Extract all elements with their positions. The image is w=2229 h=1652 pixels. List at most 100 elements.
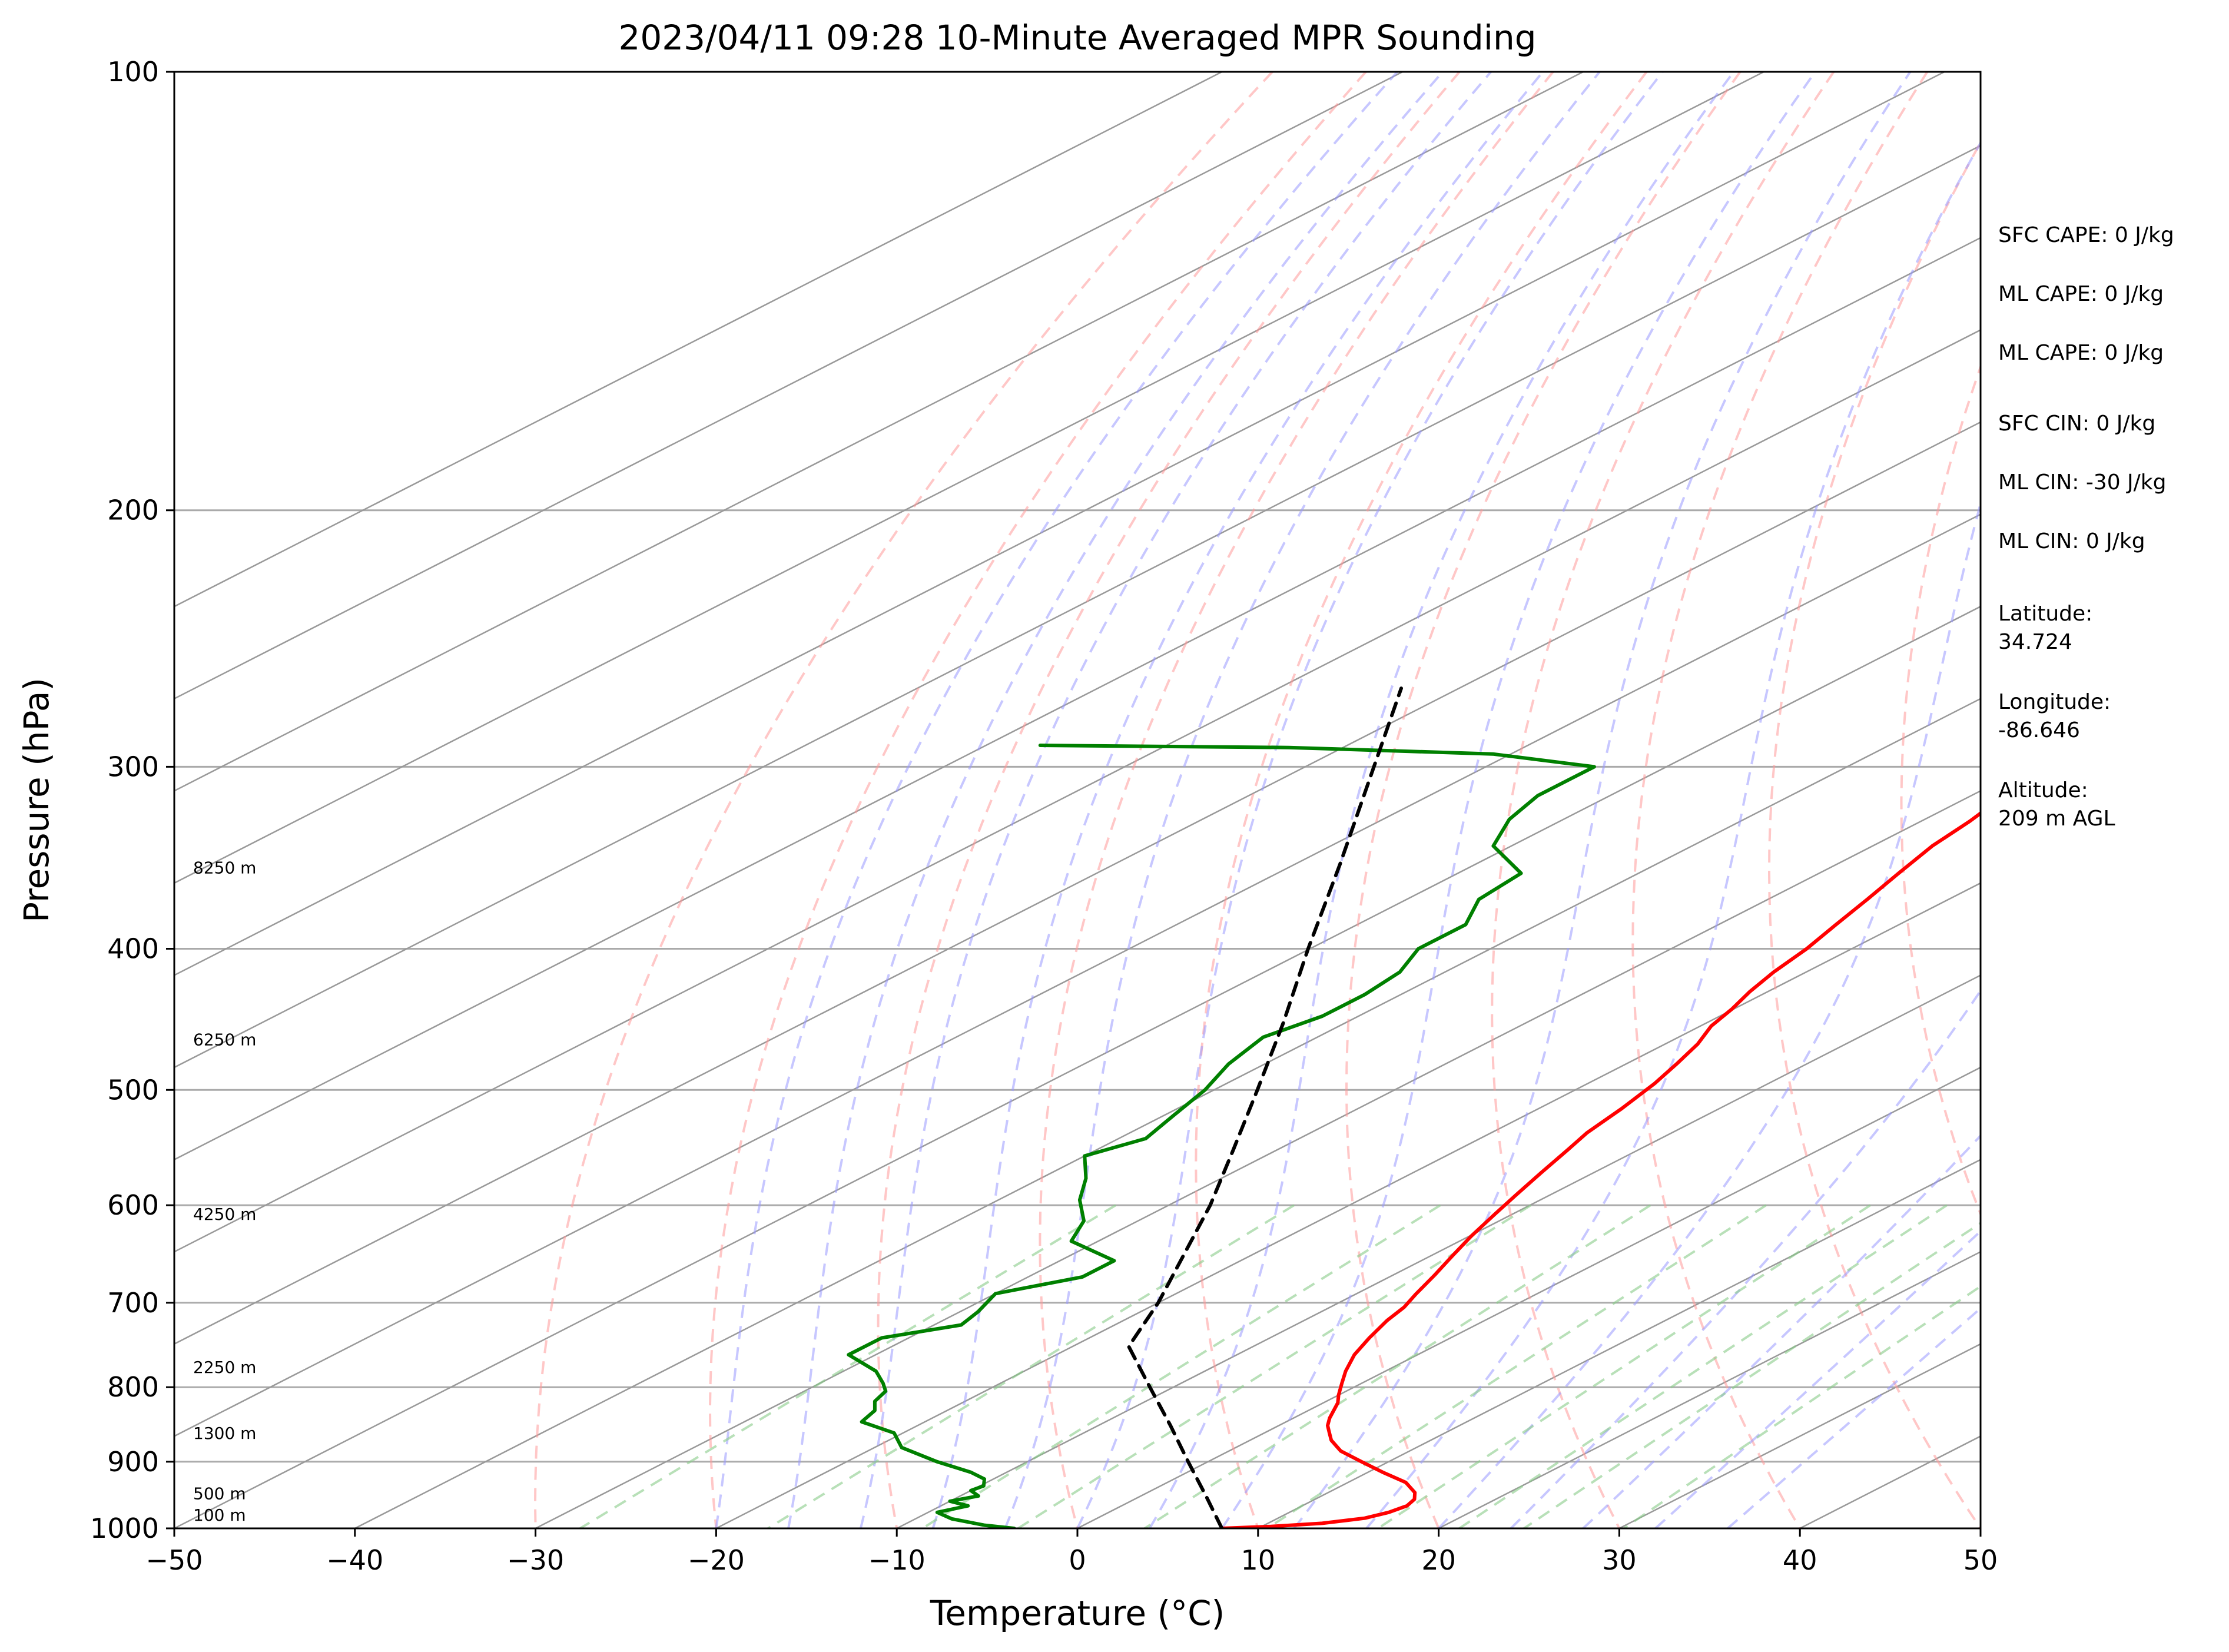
dry-adiabats: [533, 72, 1981, 1528]
isotherm-line: [535, 789, 1981, 1528]
x-tick-label: 10: [1241, 1544, 1276, 1576]
moist-adiabat-line: [1582, 1134, 1981, 1528]
altitude-label: 500 m: [193, 1484, 246, 1504]
isotherm-line: [174, 144, 1981, 1069]
info-panel-line: 34.724: [1998, 630, 2072, 654]
isotherm-line: [1258, 1159, 1981, 1528]
isotherm-line: [174, 72, 1584, 792]
y-tick-label: 500: [107, 1074, 159, 1106]
moist-adiabat-line: [1148, 72, 1735, 1528]
y-tick-label: 100: [107, 56, 159, 88]
isotherm-line: [174, 513, 1981, 1437]
moist-adiabat-line: [859, 72, 1492, 1528]
isotherm-line: [174, 237, 1981, 1161]
dry-adiabat-line: [877, 72, 1461, 1528]
moist-adiabat-line: [1654, 1229, 1981, 1528]
mixing-ratio-line: [767, 1204, 1295, 1528]
info-panel-line: ML CIN: 0 J/kg: [1998, 529, 2145, 553]
info-panel-line: ML CAPE: 0 J/kg: [1998, 341, 2164, 365]
x-tick-label: −10: [868, 1544, 926, 1576]
isotherm-line: [174, 72, 1764, 884]
y-axis-ticks: 100 200 300 400 500 600 700 800 900 1000: [90, 56, 174, 1544]
isotherm-line: [715, 882, 1981, 1528]
moist-adiabats: [715, 72, 1981, 1528]
mixing-ratio-line: [921, 1204, 1441, 1528]
y-tick-label: 300: [107, 751, 159, 782]
chart-title: 2023/04/11 09:28 10-Minute Averaged MPR …: [618, 18, 1536, 58]
x-tick-label: −40: [326, 1544, 383, 1576]
y-tick-label: 800: [107, 1371, 159, 1403]
dry-adiabat-line: [1195, 72, 1648, 1528]
parcel-path-line: [1127, 686, 1403, 1528]
dry-adiabat-line: [1900, 363, 1981, 1217]
info-panel-line: Latitude:: [1998, 602, 2092, 626]
isotherm-line: [174, 605, 1981, 1528]
altitude-label: 2250 m: [193, 1358, 256, 1377]
info-panel-line: Altitude:: [1998, 778, 2088, 802]
dry-adiabat-line: [1491, 72, 1835, 1528]
info-panel-line: SFC CIN: 0 J/kg: [1998, 412, 2155, 436]
altitude-label: 8250 m: [193, 858, 256, 877]
mixing-ratio-line: [1458, 1204, 1948, 1528]
mixing-ratio-line: [1017, 1204, 1532, 1528]
x-axis-ticks: −50 −40 −30 −20 −10 0 10 20 30 40 50: [145, 1528, 1998, 1576]
mixing-ratio-line: [1266, 1204, 1767, 1528]
moist-adiabat-line: [715, 72, 1398, 1528]
altitude-label: 1300 m: [193, 1424, 256, 1443]
sounding-series: [847, 686, 1981, 1528]
info-panel-line: ML CAPE: 0 J/kg: [1998, 282, 2164, 306]
moist-adiabat-line: [1510, 988, 1981, 1528]
moist-adiabat-line: [1076, 72, 1664, 1528]
dry-adiabat-line: [533, 72, 1273, 1528]
info-panel-line: Longitude:: [1998, 690, 2111, 714]
moist-adiabat-line: [787, 72, 1444, 1528]
isotherm-line: [174, 72, 1945, 976]
isotherm-line: [174, 72, 1223, 608]
mixing-ratio-line: [1144, 1204, 1651, 1528]
info-panel-line: SFC CAPE: 0 J/kg: [1998, 223, 2174, 247]
mixing-ratio-line: [579, 1204, 1117, 1528]
y-tick-label: 600: [107, 1189, 159, 1221]
x-axis-label: Temperature (°C): [930, 1593, 1225, 1633]
y-tick-label: 200: [107, 495, 159, 526]
isotherm-line: [896, 974, 1981, 1528]
plot-area: [174, 72, 1981, 1528]
isotherm-line: [174, 329, 1981, 1253]
info-panel-line: 209 m AGL: [1998, 807, 2115, 831]
info-panel-line: -86.646: [1998, 718, 2080, 742]
moist-adiabat-line: [1727, 1306, 1981, 1528]
altitude-label: 4250 m: [193, 1205, 256, 1224]
mixing-ratio-lines: [579, 1204, 1981, 1528]
skewed-isotherms: [174, 72, 1981, 1528]
isotherm-line: [354, 698, 1981, 1528]
temperature-line: [1220, 811, 1981, 1528]
y-tick-label: 900: [107, 1446, 159, 1478]
x-tick-label: −50: [145, 1544, 203, 1576]
x-tick-label: 20: [1421, 1544, 1456, 1576]
dry-adiabat-line: [1767, 140, 1981, 1528]
x-tick-label: 0: [1069, 1544, 1086, 1576]
isotherm-line: [1438, 1250, 1981, 1528]
dry-adiabat-line: [1345, 72, 1742, 1528]
x-tick-label: 30: [1602, 1544, 1637, 1576]
mixing-ratio-line: [1377, 1204, 1871, 1528]
x-tick-label: −30: [507, 1544, 564, 1576]
moist-adiabat-line: [931, 72, 1544, 1528]
isotherm-line: [174, 72, 1403, 700]
y-tick-label: 1000: [90, 1512, 159, 1544]
mixing-ratio-line: [1523, 1222, 1981, 1528]
isotherm-line: [174, 421, 1981, 1345]
y-axis-label: Pressure (hPa): [16, 678, 57, 923]
dewpoint-line: [847, 744, 1596, 1528]
altitude-label: 100 m: [193, 1505, 246, 1525]
x-tick-label: −20: [688, 1544, 745, 1576]
altitude-label: 6250 m: [193, 1030, 256, 1050]
y-tick-label: 700: [107, 1287, 159, 1319]
x-tick-label: 40: [1783, 1544, 1817, 1576]
y-tick-label: 400: [107, 933, 159, 964]
info-panel-line: ML CIN: -30 J/kg: [1998, 470, 2167, 495]
moist-adiabat-line: [1004, 72, 1601, 1528]
